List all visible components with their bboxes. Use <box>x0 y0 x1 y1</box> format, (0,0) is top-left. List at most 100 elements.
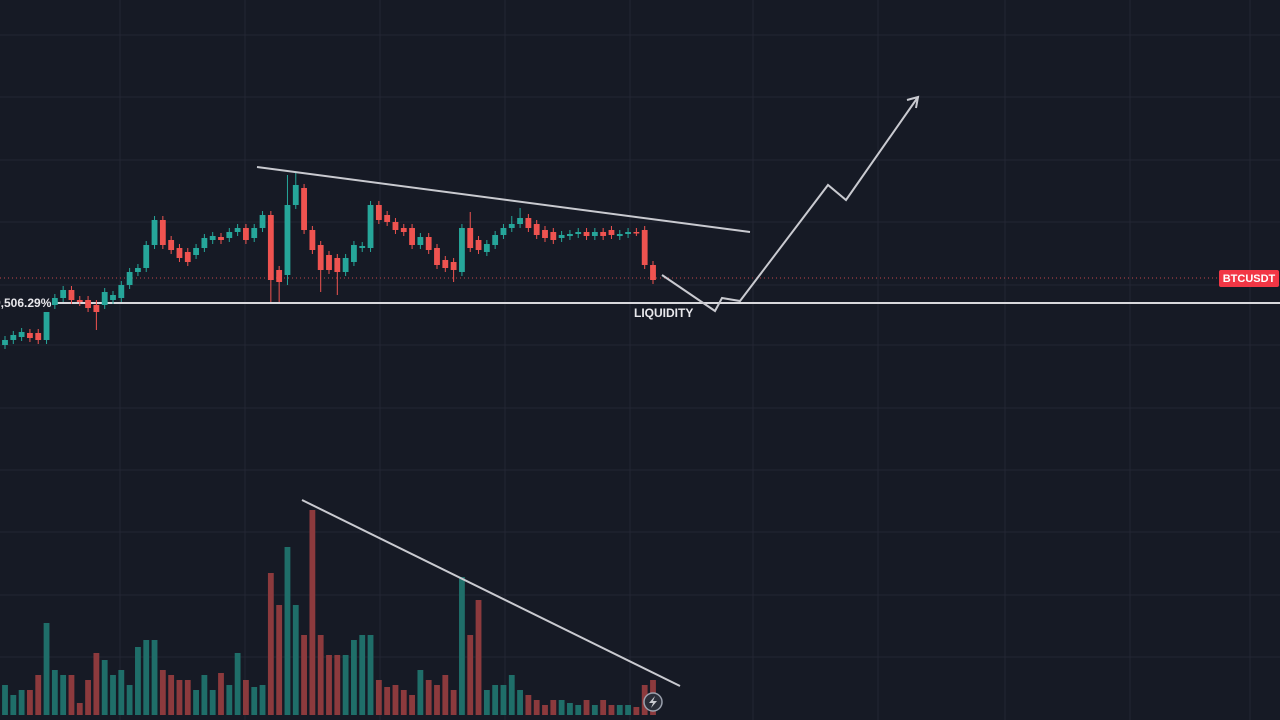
annotation: LIQUIDITY <box>634 306 693 320</box>
candle-body <box>60 290 67 298</box>
candle-body <box>126 272 133 285</box>
candle-body <box>243 228 249 240</box>
candle-body <box>583 232 590 236</box>
volume-bar <box>27 690 33 715</box>
candle-body <box>625 232 631 234</box>
volume-bar <box>51 670 58 715</box>
volume-bar <box>251 687 258 715</box>
candle-body <box>193 248 199 255</box>
candle-body <box>43 305 50 340</box>
volume-bar <box>76 703 83 715</box>
candle-body <box>118 285 125 298</box>
volume-bar <box>18 690 25 715</box>
candle-body <box>508 224 515 228</box>
candle-body <box>375 205 382 220</box>
candle-body <box>218 237 224 240</box>
volume-bar <box>118 670 125 715</box>
candle-body <box>68 290 75 300</box>
candle-body <box>135 268 141 272</box>
candle-body <box>425 237 432 250</box>
candle-body <box>392 222 399 230</box>
volume-bar <box>267 573 274 715</box>
candle-body <box>367 205 374 248</box>
candle-body <box>301 188 307 230</box>
volume-bar <box>351 640 357 715</box>
volume-bar <box>409 695 415 715</box>
candle-body <box>359 246 366 248</box>
candle-body <box>600 232 607 236</box>
volume-bar <box>334 655 341 715</box>
candle-body <box>101 292 108 305</box>
candle-body <box>168 240 175 250</box>
candle-body <box>292 185 299 205</box>
volume-bar <box>101 660 108 715</box>
volume-bar <box>608 705 615 715</box>
volume-bar <box>126 685 133 715</box>
candle-body <box>483 244 490 252</box>
candle-body <box>400 228 407 232</box>
price-label-box <box>0 295 52 312</box>
bolt-icon <box>649 696 657 708</box>
candle-body <box>18 332 25 337</box>
candle-body <box>85 300 91 308</box>
candle-body <box>259 215 266 228</box>
volume-bar <box>434 685 440 715</box>
volume-bar <box>143 640 150 715</box>
candle-body <box>608 230 615 235</box>
volume-bar <box>292 605 299 715</box>
price-label: 9,506.29% <box>0 296 52 310</box>
candle-body <box>2 340 8 345</box>
candle-body <box>284 205 291 275</box>
volume-bar <box>492 685 499 715</box>
volume-bar <box>375 680 382 715</box>
volume-bar <box>68 675 75 715</box>
volume-bar <box>392 685 399 715</box>
volume-bar <box>542 705 548 715</box>
volume-bar <box>467 635 474 715</box>
volume-bar <box>633 707 640 715</box>
candle-body <box>409 228 415 245</box>
volume-bar <box>425 680 432 715</box>
volume-bar <box>159 670 166 715</box>
candle-body <box>176 248 183 258</box>
volume-bar <box>35 675 42 715</box>
candle-body <box>342 258 349 272</box>
volume-bar <box>359 635 366 715</box>
volume-bar <box>400 690 407 715</box>
volume-bar <box>583 700 590 715</box>
volume-bar <box>625 705 631 715</box>
symbol-label: BTCUSDT <box>1223 273 1276 285</box>
candle-body <box>650 265 656 280</box>
volume-bar <box>533 700 540 715</box>
candle-body <box>151 220 158 245</box>
candle-body <box>384 215 391 222</box>
candle-body <box>525 218 532 228</box>
candle-body <box>475 240 482 250</box>
candle-body <box>10 335 17 340</box>
candle-body <box>334 258 341 272</box>
volume-bar <box>475 600 482 715</box>
volume-bar <box>259 685 266 715</box>
volume-bar <box>384 687 391 715</box>
volume-trendline <box>301 499 681 687</box>
projection-path <box>661 96 919 313</box>
candle-body <box>442 260 449 268</box>
candle-body <box>550 232 557 240</box>
volume-bar <box>483 690 490 715</box>
candle-body <box>159 220 166 245</box>
candle-body <box>309 230 316 250</box>
candle-body <box>567 234 573 236</box>
volume-bar <box>184 680 191 715</box>
volume-bar <box>10 695 17 715</box>
candle-body <box>417 237 424 245</box>
candle-body <box>110 295 116 300</box>
candle-body <box>226 232 233 238</box>
volume-bar <box>500 685 507 715</box>
candle-body <box>276 270 283 282</box>
volume-bar <box>442 675 449 715</box>
volume-bar <box>317 635 324 715</box>
volume-bar <box>309 510 316 715</box>
volume-bar <box>567 703 573 715</box>
